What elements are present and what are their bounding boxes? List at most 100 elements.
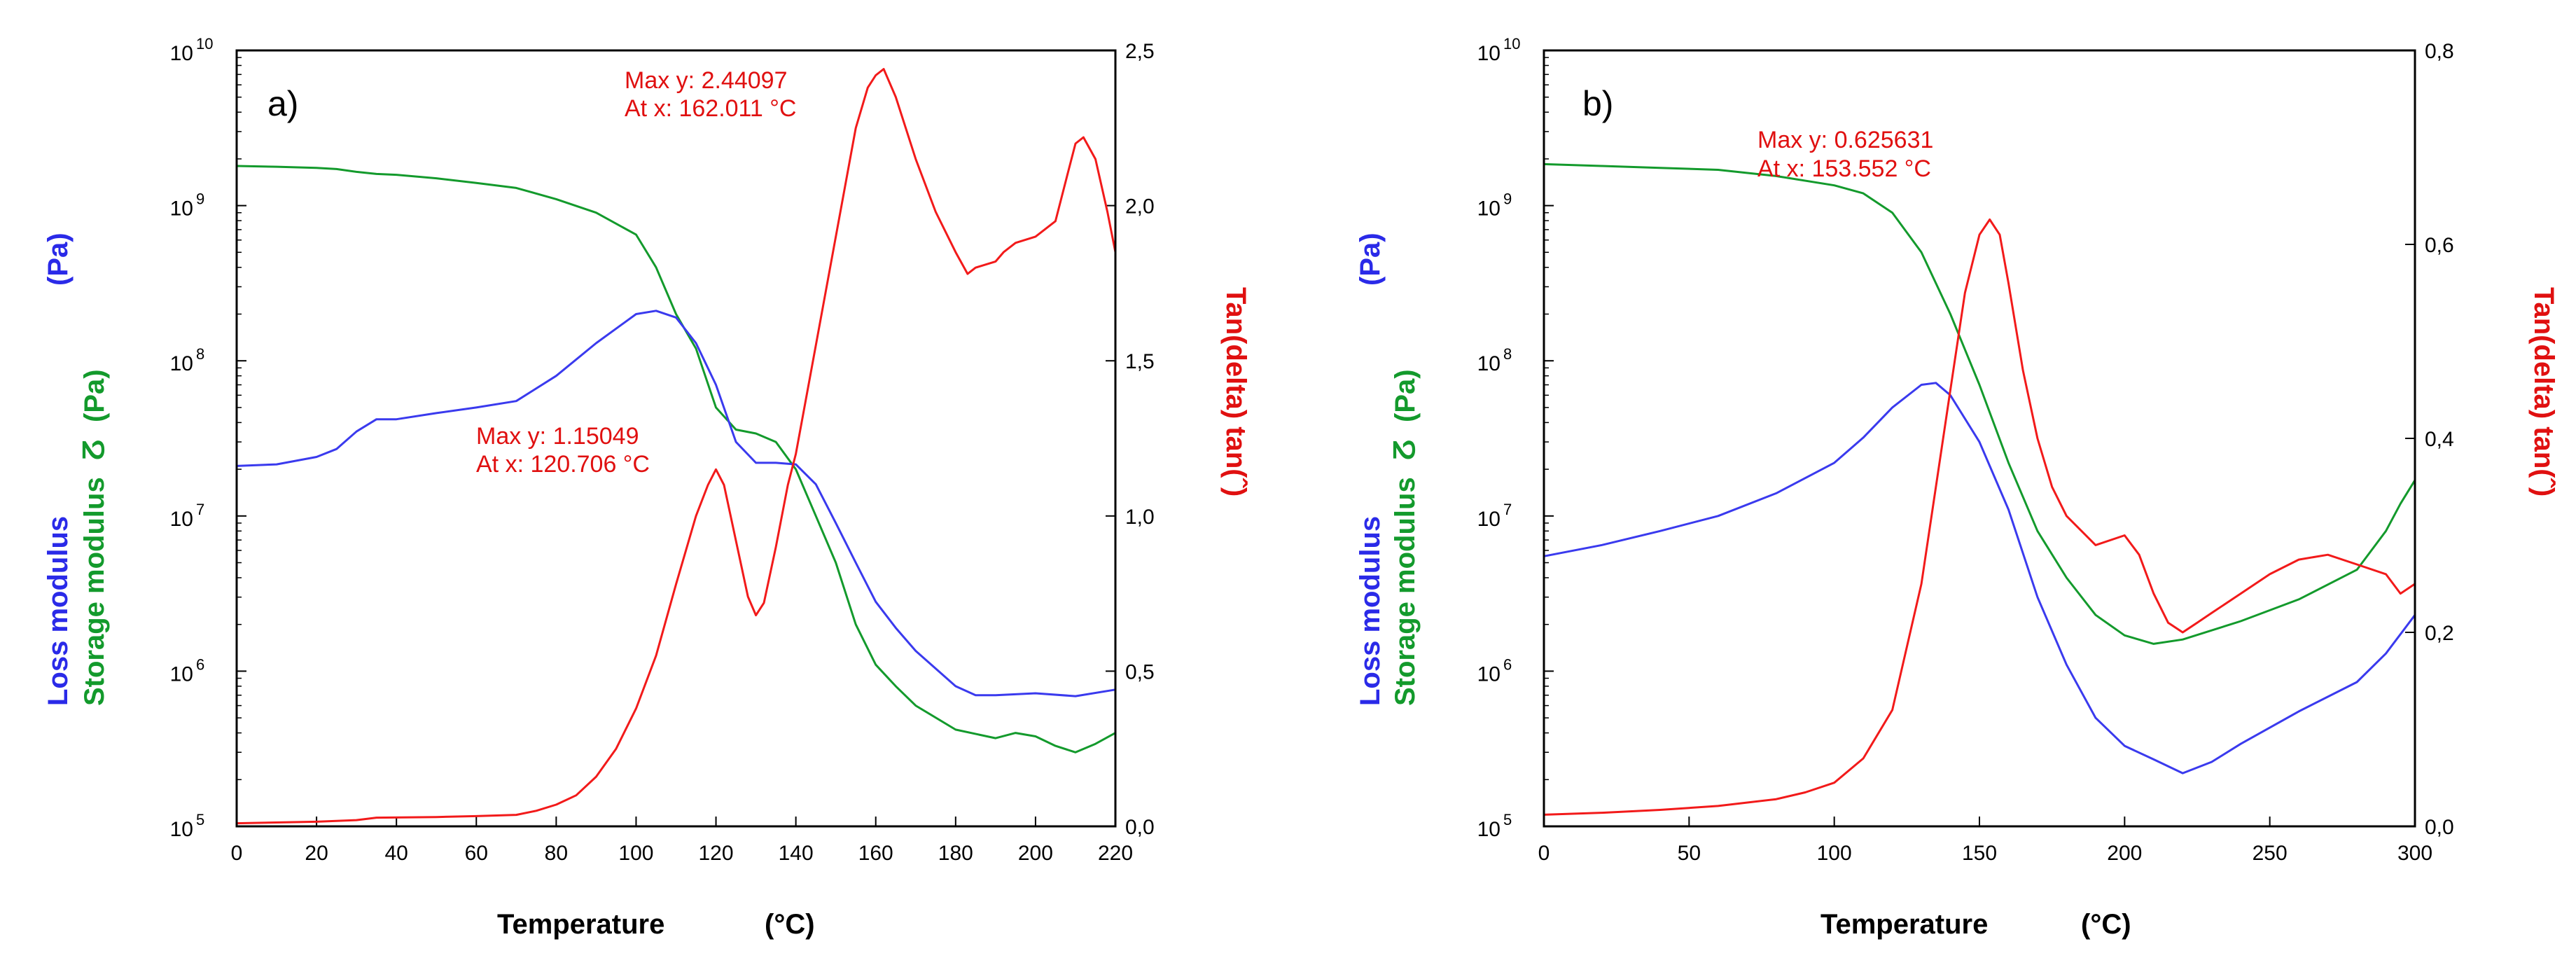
panel-label-a: a) <box>267 84 298 123</box>
y-left-tick-exponent: 10 <box>196 35 213 53</box>
y-left-tick-label: 10 <box>170 662 193 686</box>
annotation-max-b-line1: Max y: 0.625631 <box>1757 127 1933 153</box>
svg-text:(Pa): (Pa) <box>79 369 110 422</box>
x-tick-label: 80 <box>545 842 568 865</box>
y-left-title-storage-b: Storage modulus ⵒ (Pa) <box>1390 369 1421 706</box>
y-right-tick-label: 0,5 <box>1125 660 1155 683</box>
x-axis-unit-b: (°C) <box>2081 909 2131 940</box>
y-left-tick-exponent: 5 <box>196 811 204 828</box>
y-left-tick-label: 10 <box>170 508 193 531</box>
y-left-tick-exponent: 6 <box>196 655 204 673</box>
x-tick-label: 160 <box>858 842 893 865</box>
svg-text:(Pa): (Pa) <box>1355 232 1386 286</box>
x-axis-ticks-a: 0 20 40 60 80 100 120 140 160 180 200 220 <box>231 817 1133 865</box>
y-left-tick-label: 10 <box>1477 662 1501 686</box>
series-group-b <box>1543 162 2416 816</box>
annotation-max-b-line2: At x: 153.552 °C <box>1757 155 1931 182</box>
x-tick-label: 200 <box>1018 842 1053 865</box>
y-left-title-storage-a: Storage modulus ⵒ (Pa) <box>79 369 110 706</box>
annotation-max-1-line2: At x: 162.011 °C <box>625 95 796 122</box>
x-tick-label: 180 <box>938 842 973 865</box>
y-left-tick-label: 10 <box>1477 42 1501 65</box>
x-tick-label: 120 <box>699 842 734 865</box>
x-axis-ticks-b: 0 50 100 150 200 250 300 <box>1538 817 2432 865</box>
plot-frame-a <box>235 49 1117 828</box>
x-axis-title-a: Temperature <box>497 909 664 940</box>
chart-panel-a: 10 10 10 9 10 8 10 7 10 6 10 5 2,5 2,0 1,5 1,0 0,5 0,0 0… <box>43 35 1251 940</box>
right-axis-ticks-b: 0,8 0,6 0,4 0,2 0,0 <box>2405 40 2454 839</box>
y-right-tick-label: 0,8 <box>2425 40 2454 63</box>
y-right-tick-label: 0,6 <box>2425 234 2454 257</box>
series-group-a <box>236 68 1117 825</box>
svg-text:(Pa): (Pa) <box>1390 369 1421 422</box>
y-left-tick-label: 10 <box>1477 508 1501 531</box>
annotation-max-2-line2: At x: 120.706 °C <box>476 451 650 478</box>
y-left-tick-label: 10 <box>1477 818 1501 841</box>
y-right-tick-label: 0,4 <box>2425 428 2454 451</box>
y-right-tick-label: 1,5 <box>1125 350 1155 373</box>
y-left-tick-label: 10 <box>1477 352 1501 375</box>
y-left-tick-exponent: 7 <box>196 501 204 518</box>
y-left-tick-label: 10 <box>170 818 193 841</box>
x-tick-label: 140 <box>779 842 814 865</box>
x-tick-label: 150 <box>1962 842 1997 865</box>
y-right-tick-label: 0,0 <box>2425 816 2454 839</box>
x-tick-label: 220 <box>1098 842 1133 865</box>
svg-text:Tan(delta) tan(ˆ): Tan(delta) tan(ˆ) <box>2528 287 2559 497</box>
x-axis-title-b: Temperature <box>1820 909 1988 940</box>
plot-frame-b <box>1543 49 2416 828</box>
x-tick-label: 60 <box>465 842 488 865</box>
x-tick-label: 100 <box>1817 842 1852 865</box>
series-line-loss-modulus <box>1543 382 2416 775</box>
x-tick-label: 0 <box>231 842 243 865</box>
svg-text:(Pa): (Pa) <box>43 232 74 286</box>
y-left-tick-exponent: 8 <box>1503 345 1512 363</box>
x-tick-label: 200 <box>2107 842 2142 865</box>
svg-text:Storage modulus: Storage modulus <box>1390 477 1421 706</box>
panel-label-b: b) <box>1582 84 1613 123</box>
y-left-tick-exponent: 9 <box>1503 190 1512 208</box>
svg-text:ⵒ: ⵒ <box>79 440 110 461</box>
y-left-tick-label: 10 <box>1477 197 1501 221</box>
svg-text:Storage modulus: Storage modulus <box>79 477 110 706</box>
chart-panel-b: 10 10 10 9 10 8 10 7 10 6 10 5 0,8 0,6 0,4 0,2 0,0 0 50 1… <box>1302 0 2576 972</box>
x-axis-unit-a: (°C) <box>765 909 815 940</box>
y-left-title-loss-a: Loss modulus (Pa) <box>43 232 74 706</box>
annotation-max-1-line1: Max y: 2.44097 <box>625 67 787 94</box>
y-right-tick-label: 0,0 <box>1125 816 1155 839</box>
y-right-tick-label: 0,2 <box>2425 622 2454 645</box>
series-line-storage-modulus <box>1543 162 2416 645</box>
y-right-tick-label: 2,0 <box>1125 195 1155 218</box>
y-left-tick-label: 10 <box>170 197 193 221</box>
svg-text:Loss modulus: Loss modulus <box>43 516 74 706</box>
series-line-storage-modulus <box>236 165 1116 754</box>
annotation-max-2-line1: Max y: 1.15049 <box>476 423 639 450</box>
y-left-tick-label: 10 <box>170 352 193 375</box>
series-line-loss-modulus <box>236 310 1116 697</box>
y-left-title-loss-b: Loss modulus (Pa) <box>1355 232 1386 706</box>
x-tick-label: 300 <box>2397 842 2432 865</box>
svg-text:Tan(delta) tan(ˆ): Tan(delta) tan(ˆ) <box>1220 287 1251 497</box>
right-axis-ticks-a: 2,5 2,0 1,5 1,0 0,5 0,0 <box>1106 40 1155 839</box>
y-left-tick-exponent: 8 <box>196 345 204 363</box>
y-left-tick-label: 10 <box>170 42 193 65</box>
y-right-title-a: Tan(delta) tan(ˆ) <box>1220 287 1251 497</box>
x-tick-label: 100 <box>618 842 653 865</box>
x-tick-label: 40 <box>384 842 408 865</box>
y-left-tick-exponent: 5 <box>1503 811 1512 828</box>
x-tick-label: 20 <box>305 842 328 865</box>
x-tick-label: 250 <box>2253 842 2288 865</box>
x-tick-label: 0 <box>1538 842 1550 865</box>
y-left-tick-exponent: 10 <box>1503 35 1520 53</box>
y-left-tick-exponent: 7 <box>1503 501 1512 518</box>
x-tick-label: 50 <box>1678 842 1701 865</box>
svg-text:ⵒ: ⵒ <box>1390 440 1421 461</box>
y-left-tick-exponent: 9 <box>196 190 204 208</box>
y-right-tick-label: 1,0 <box>1125 506 1155 529</box>
y-left-tick-exponent: 6 <box>1503 655 1512 673</box>
series-line-tan-delta <box>236 68 1117 825</box>
